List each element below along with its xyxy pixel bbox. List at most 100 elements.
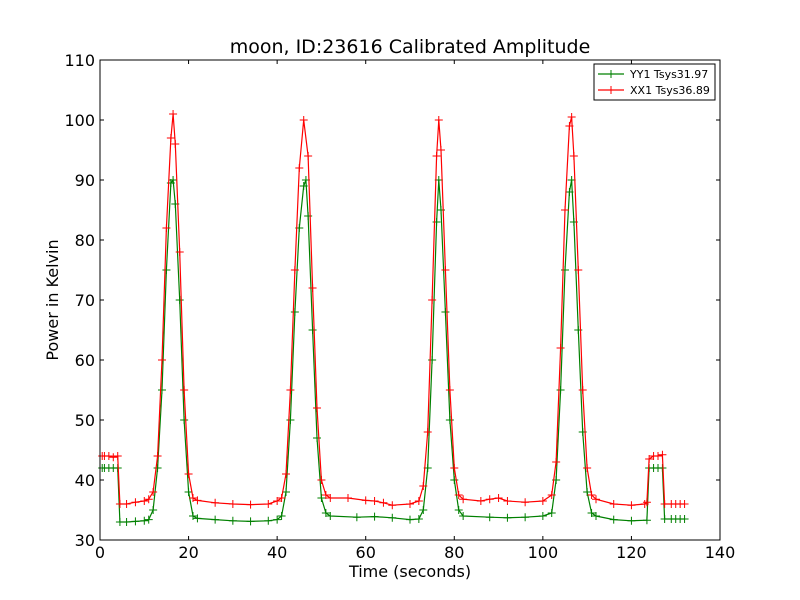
data-point-marker [361, 496, 370, 505]
y-tick-label: 40 [75, 471, 95, 490]
y-tick-label: 100 [64, 111, 95, 130]
data-point-marker [592, 512, 600, 520]
data-point-marker [441, 308, 450, 316]
y-axis-label: Power in Kelvin [43, 239, 62, 360]
data-point-marker [304, 212, 313, 220]
data-point-marker [419, 506, 428, 514]
data-point-marker [454, 491, 463, 499]
x-tick-label: 60 [356, 543, 376, 562]
data-point-marker [144, 515, 153, 524]
data-point-marker [180, 416, 189, 424]
data-point-marker [642, 498, 651, 507]
data-point-marker [423, 428, 432, 436]
data-point-marker [290, 308, 299, 316]
data-point-marker [565, 122, 574, 130]
data-point-marker [428, 296, 437, 304]
data-point-marker [587, 491, 596, 499]
data-point-marker [538, 497, 547, 505]
data-point-marker [149, 506, 158, 514]
data-point-marker [370, 497, 379, 505]
data-point-marker [547, 491, 556, 499]
data-point-marker [567, 113, 576, 121]
data-point-marker [189, 494, 197, 502]
data-point-marker [476, 497, 485, 505]
data-point-marker [609, 515, 618, 524]
legend-swatch-marker [607, 86, 615, 94]
legend-label: XX1 Tsys36.89 [630, 84, 710, 97]
data-point-marker [299, 182, 308, 190]
data-point-marker [166, 134, 175, 142]
data-point-marker [131, 498, 140, 507]
data-point-marker [388, 501, 397, 510]
data-point-marker [321, 509, 330, 517]
data-point-marker [642, 516, 651, 525]
data-point-marker [189, 512, 197, 520]
data-point-marker [432, 152, 441, 160]
y-tick-label: 50 [75, 411, 95, 430]
x-axis-label: Time (seconds) [348, 562, 471, 581]
y-tick-label: 80 [75, 231, 95, 250]
data-point-marker [162, 224, 171, 232]
data-point-marker [169, 110, 178, 118]
axes-frame [99, 59, 721, 541]
legend-box [593, 63, 716, 101]
data-point-marker [149, 488, 158, 496]
data-point-marker [587, 509, 596, 517]
series-2 [98, 110, 689, 510]
legend: YY1 Tsys31.97 XX1 Tsys36.89 [593, 63, 716, 101]
series-line [102, 113, 685, 506]
data-point-marker [228, 500, 237, 508]
data-point-marker [144, 495, 153, 504]
data-point-marker [228, 516, 237, 525]
data-point-marker [627, 501, 636, 510]
data-point-marker [552, 458, 561, 466]
data-point-marker [175, 248, 184, 256]
data-point-marker [459, 495, 468, 504]
axis-ticks: 0 20 40 60 80 100 120 140 30 40 50 60 70 80 90 100 110 [64, 51, 735, 562]
x-tick-label: 0 [95, 543, 105, 562]
data-point-marker [171, 140, 180, 148]
data-point-marker [162, 266, 171, 274]
data-point-marker [290, 266, 299, 274]
data-point-marker [561, 206, 569, 214]
data-point-marker [317, 476, 326, 484]
data-point-marker [521, 513, 530, 522]
data-point-marker [122, 518, 131, 526]
data-point-marker [158, 356, 166, 364]
data-point-marker [370, 512, 379, 521]
data-point-marker [485, 495, 494, 504]
data-point-marker [211, 515, 220, 524]
legend-label: YY1 Tsys31.97 [629, 68, 708, 81]
data-point-marker [561, 266, 569, 274]
data-point-marker [627, 516, 636, 525]
data-point-marker [556, 344, 565, 352]
data-point-marker [583, 464, 592, 472]
data-point-marker [193, 496, 202, 505]
data-point-marker [437, 146, 445, 154]
data-point-marker [246, 517, 255, 526]
data-point-marker [299, 116, 308, 124]
data-point-marker [565, 188, 574, 196]
data-point-marker [450, 476, 459, 484]
data-point-marker [273, 515, 282, 524]
data-point-marker [286, 416, 295, 424]
y-tick-label: 110 [64, 51, 95, 70]
data-point-marker [680, 500, 689, 508]
data-point-marker [175, 296, 184, 304]
y-tick-label: 70 [75, 291, 95, 310]
data-point-marker [406, 500, 414, 508]
data-point-marker [485, 513, 494, 522]
data-point-marker [184, 470, 193, 478]
x-tick-label: 140 [705, 543, 736, 562]
data-point-marker [445, 416, 454, 424]
data-point-marker [521, 498, 530, 507]
data-point-marker [211, 498, 220, 507]
data-point-marker [406, 515, 414, 524]
data-point-marker [609, 500, 618, 508]
data-point-marker [140, 516, 149, 525]
data-point-marker [246, 500, 255, 509]
data-point-marker [388, 513, 397, 522]
chart-title: moon, ID:23616 Calibrated Amplitude [230, 36, 591, 58]
y-tick-label: 90 [75, 171, 95, 190]
